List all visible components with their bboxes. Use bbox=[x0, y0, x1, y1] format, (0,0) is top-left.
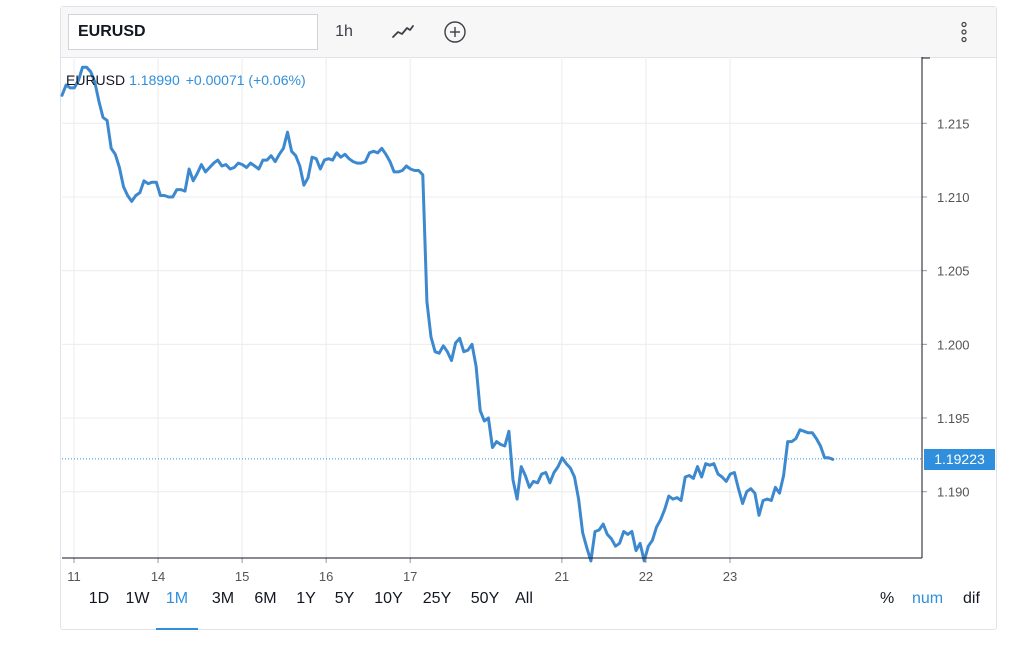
y-tick-label: 1.205 bbox=[937, 264, 970, 279]
scale-mode-dif[interactable]: dif bbox=[963, 590, 980, 607]
series-line bbox=[60, 65, 835, 563]
series-layer bbox=[60, 65, 922, 563]
range-button-1d[interactable]: 1D bbox=[88, 590, 110, 607]
range-button-1w[interactable]: 1W bbox=[125, 590, 150, 607]
y-tick-label: 1.195 bbox=[937, 411, 970, 426]
range-button-25y[interactable]: 25Y bbox=[422, 590, 452, 607]
x-tick-label: 21 bbox=[555, 569, 569, 584]
x-tick-label: 16 bbox=[319, 569, 333, 584]
axes: 1.190 1.195 1.200 1.205 1.210 1.215 11 14 15 16 17… bbox=[62, 57, 970, 584]
x-tick-label: 14 bbox=[151, 569, 165, 584]
chart-legend: EURUSD 1.18990 +0.00071 (+0.06%) bbox=[66, 72, 306, 88]
y-tick-label: 1.215 bbox=[937, 116, 970, 131]
range-button-1y[interactable]: 1Y bbox=[296, 590, 316, 607]
vertical-dots-icon bbox=[961, 21, 967, 43]
x-tick-label: 22 bbox=[639, 569, 653, 584]
toolbar: 1h bbox=[61, 7, 996, 58]
grid bbox=[62, 57, 922, 558]
y-tick-label: 1.200 bbox=[937, 337, 970, 352]
legend-last-value: 1.18990 bbox=[129, 72, 180, 88]
plus-circle-icon bbox=[444, 21, 466, 43]
line-chart-icon bbox=[392, 25, 414, 38]
current-price-label: 1.19223 bbox=[924, 448, 995, 470]
scale-mode-num[interactable]: num bbox=[912, 590, 944, 607]
chart-type-button[interactable] bbox=[387, 16, 419, 48]
range-button-3m[interactable]: 3M bbox=[211, 590, 235, 607]
y-tick-label: 1.190 bbox=[937, 485, 970, 500]
more-options-button[interactable] bbox=[953, 16, 975, 48]
chart-widget: 1h bbox=[60, 6, 997, 630]
symbol-search-input[interactable] bbox=[68, 14, 318, 50]
x-tick-label: 11 bbox=[67, 569, 81, 584]
range-button-5y[interactable]: 5Y bbox=[334, 590, 355, 607]
range-button-1m[interactable]: 1M bbox=[156, 588, 198, 630]
interval-label: 1h bbox=[335, 23, 353, 40]
compare-button[interactable] bbox=[439, 16, 471, 48]
x-tick-label: 17 bbox=[403, 569, 417, 584]
x-tick-label: 15 bbox=[235, 569, 249, 584]
range-button-50y[interactable]: 50Y bbox=[470, 590, 500, 607]
interval-button[interactable]: 1h bbox=[327, 16, 361, 48]
range-button-10y[interactable]: 10Y bbox=[374, 590, 403, 607]
range-button-6m[interactable]: 6M bbox=[254, 590, 277, 607]
y-tick-label: 1.210 bbox=[937, 190, 970, 205]
legend-symbol: EURUSD bbox=[66, 72, 126, 88]
x-tick-label: 23 bbox=[723, 569, 737, 584]
range-button-all[interactable]: All bbox=[515, 590, 533, 607]
scale-mode-percent[interactable]: % bbox=[880, 590, 895, 607]
legend-change: +0.00071 (+0.06%) bbox=[185, 72, 306, 88]
